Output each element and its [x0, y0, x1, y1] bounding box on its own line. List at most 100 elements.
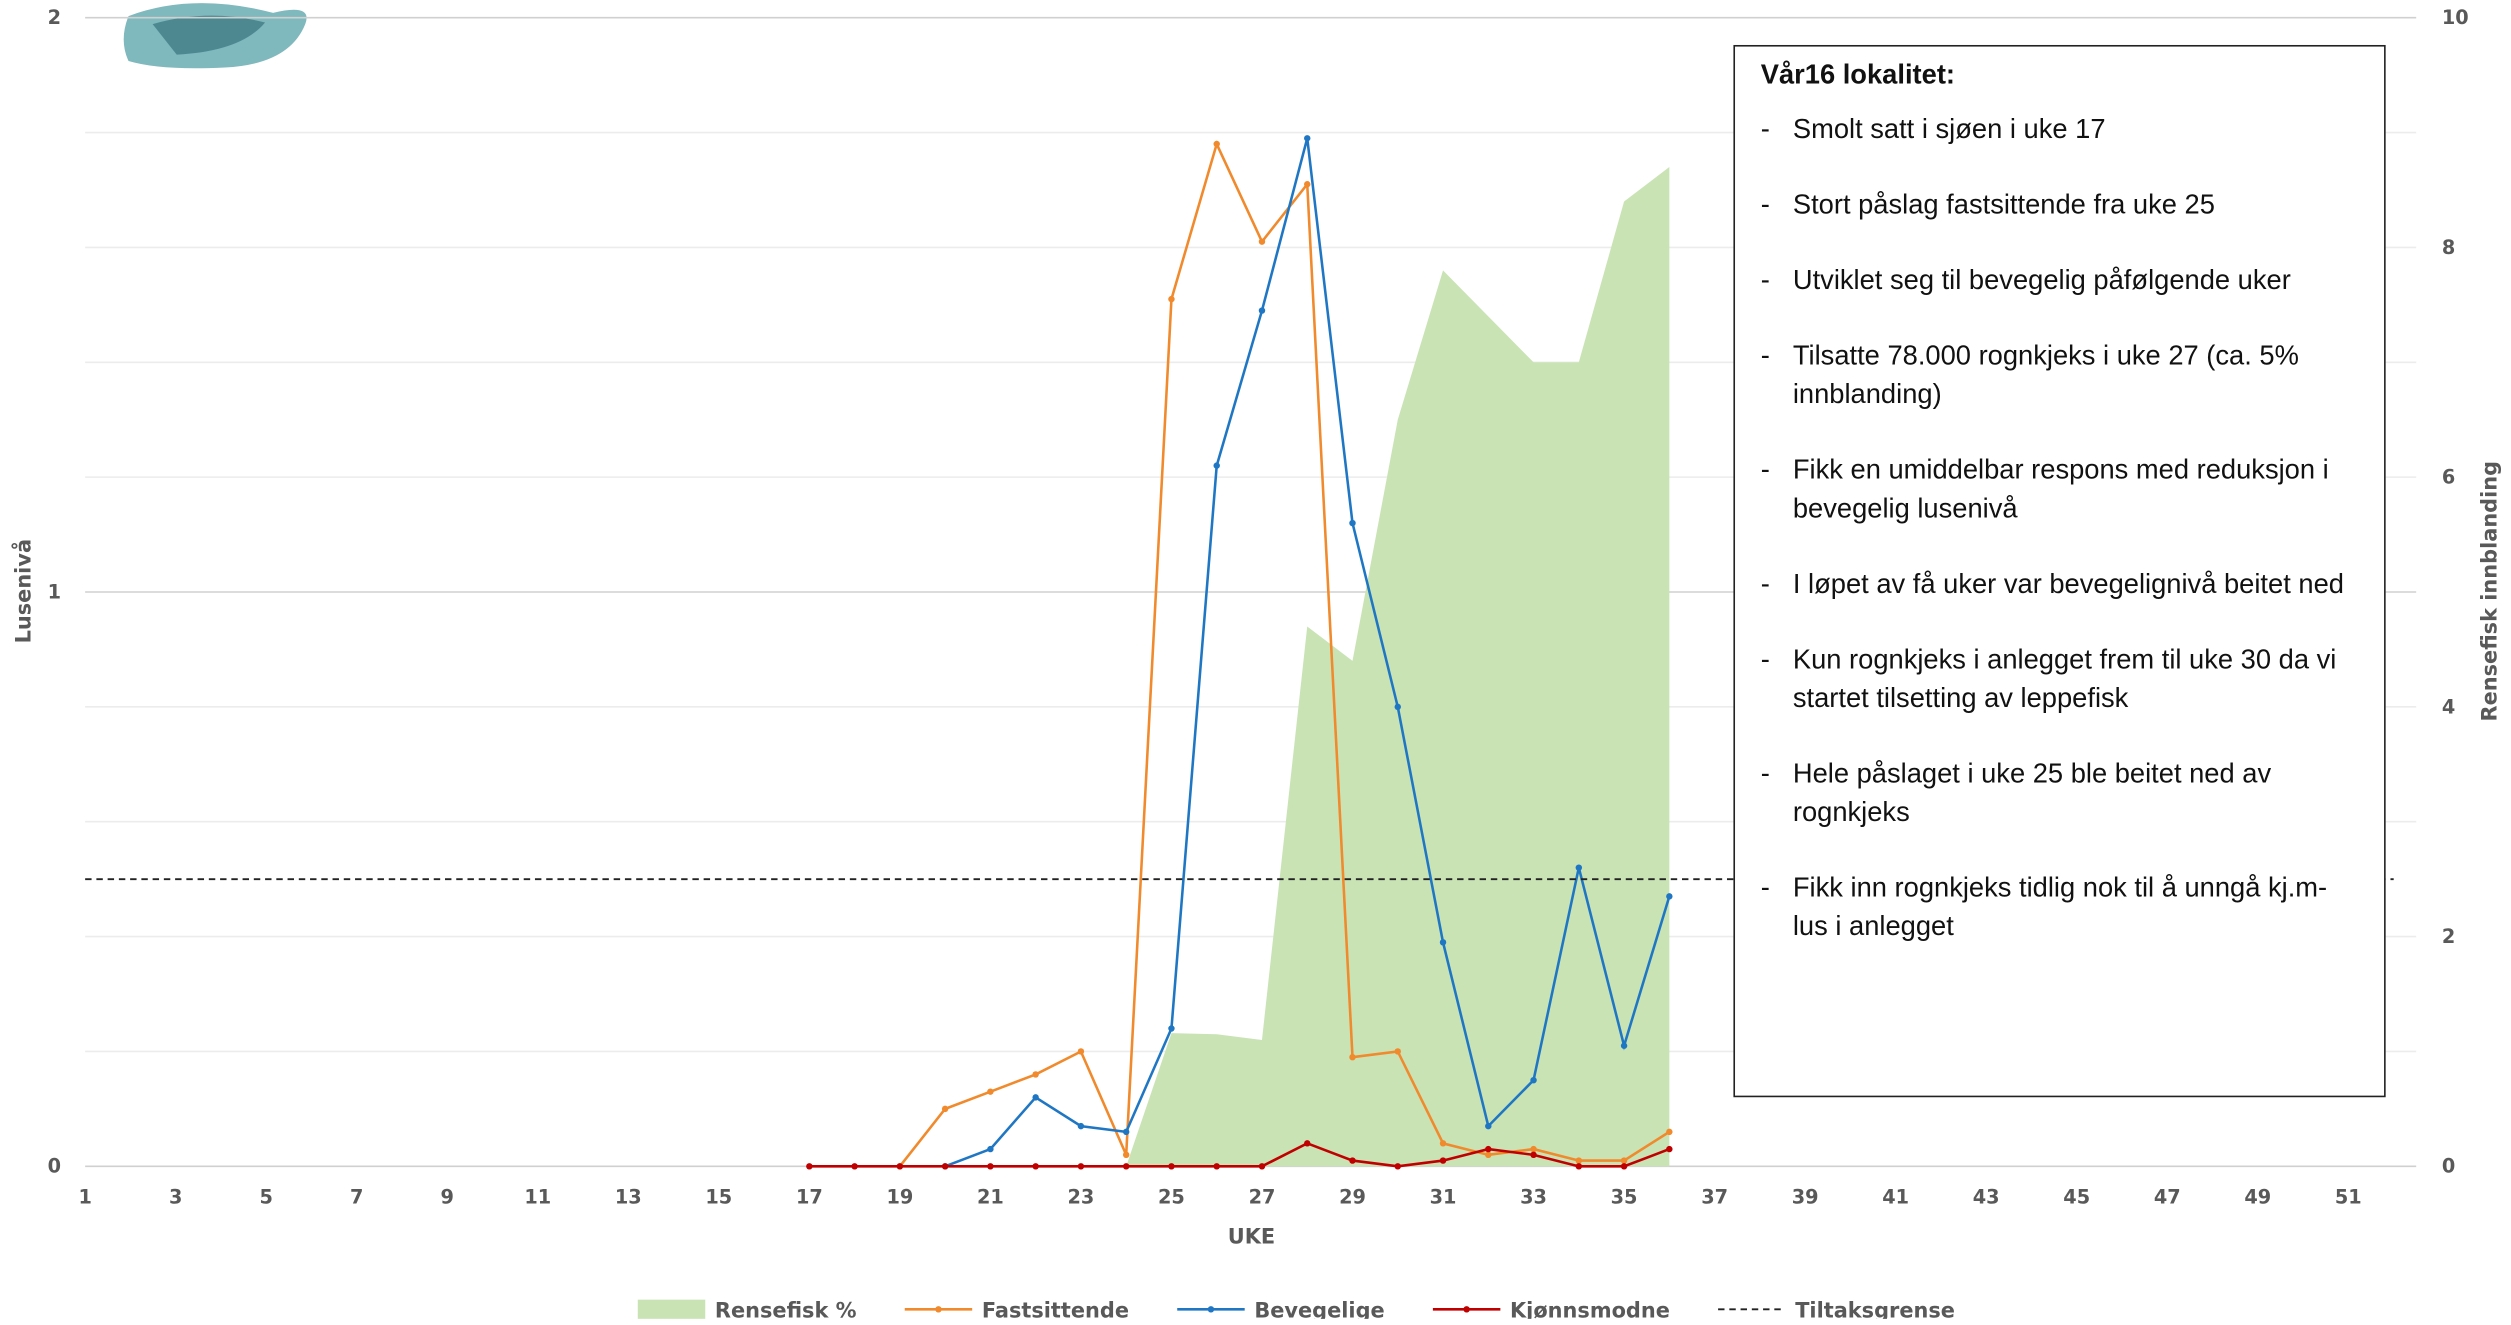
legend-swatch: [637, 1299, 706, 1319]
y2-tick-label: 4: [2442, 695, 2455, 718]
point: [1349, 1157, 1356, 1164]
y2-axis-label: Rensefisk innblanding: [2478, 461, 2502, 722]
legend-swatch: [1207, 1306, 1215, 1313]
point: [1620, 1042, 1628, 1049]
y-axis-label: Lusenivå: [11, 539, 36, 643]
point: [1439, 1157, 1447, 1164]
point: [1213, 140, 1220, 148]
x-tick-label: 39: [1792, 1185, 1819, 1208]
x-tick-label: 15: [705, 1185, 732, 1208]
note-title: Vår16 lokalitet:: [1760, 59, 1956, 90]
note-item: Utviklet seg til bevegelig påfølgende uk…: [1761, 262, 2359, 301]
x-tick-label: 35: [1611, 1185, 1638, 1208]
note-item: Stort påslag fastsittende fra uke 25: [1761, 186, 2359, 225]
point: [1394, 703, 1401, 711]
y-tick-label: 0: [48, 1155, 61, 1178]
point: [1394, 1048, 1401, 1055]
x-tick-label: 45: [2063, 1185, 2090, 1208]
point: [1530, 1076, 1537, 1084]
y2-tick-label: 8: [2442, 236, 2455, 259]
point: [1077, 1048, 1085, 1055]
point: [1575, 864, 1583, 871]
note-item: Tilsatte 78.000 rognkjeks i uke 27 (ca. …: [1761, 337, 2359, 414]
x-tick-label: 49: [2244, 1185, 2271, 1208]
legend-label: Bevegelige: [1254, 1298, 1384, 1319]
point: [1304, 135, 1311, 142]
y-tick-label: 1: [48, 580, 61, 603]
note-item: Fikk inn rognkjeks tidlig nok til å unng…: [1761, 869, 2359, 946]
point: [1077, 1163, 1085, 1170]
legend-label: Kjønnsmodne: [1510, 1298, 1670, 1319]
point: [987, 1088, 994, 1095]
point: [1349, 1053, 1356, 1061]
x-tick-label: 29: [1339, 1185, 1366, 1208]
point: [1530, 1151, 1537, 1159]
point: [1666, 1145, 1673, 1153]
point: [1485, 1145, 1492, 1153]
x-tick-label: 43: [1973, 1185, 2000, 1208]
point: [851, 1163, 858, 1170]
note-list: Smolt satt i sjøen i uke 17 Stort påslag …: [1761, 111, 2359, 946]
x-tick-label: 9: [441, 1185, 454, 1208]
legend-label: Rensefisk %: [715, 1298, 857, 1319]
point: [1032, 1163, 1039, 1170]
area: [1126, 166, 1670, 1167]
point: [1620, 1157, 1628, 1164]
x-tick-label: 47: [2154, 1185, 2181, 1208]
point: [1213, 462, 1220, 469]
x-tick-label: 51: [2335, 1185, 2362, 1208]
point: [1122, 1163, 1130, 1170]
point: [1349, 519, 1356, 527]
point: [896, 1163, 904, 1170]
x-axis-label: UKE: [1228, 1224, 1275, 1248]
point: [1439, 1140, 1447, 1147]
point: [1168, 1163, 1175, 1170]
point: [1575, 1157, 1583, 1164]
point: [1620, 1163, 1628, 1170]
x-tick-label: 21: [977, 1185, 1004, 1208]
note-item: Kun rognkjeks i anlegget frem til uke 30…: [1761, 641, 2359, 718]
y2-tick-label: 0: [2442, 1155, 2455, 1178]
x-tick-label: 1: [78, 1185, 91, 1208]
legend: Rensefisk % Fastsittende Bevegelige Kjønnsm…: [637, 1298, 1955, 1322]
y2-tick-label: 2: [2442, 925, 2455, 948]
point: [1122, 1151, 1130, 1159]
note-item: I løpet av få uker var bevegelignivå bei…: [1761, 565, 2359, 604]
note-item: Smolt satt i sjøen i uke 17: [1761, 111, 2359, 150]
point: [1258, 1163, 1266, 1170]
legend-swatch: [935, 1306, 942, 1313]
y-tick-label: 2: [48, 6, 61, 29]
x-tick-label: 3: [169, 1185, 182, 1208]
point: [806, 1163, 813, 1170]
x-tick-label: 27: [1249, 1185, 1276, 1208]
point: [1168, 295, 1175, 303]
x-tick-label: 31: [1430, 1185, 1457, 1208]
note-box: Vår16 lokalitet: Smolt satt i sjøen i uk…: [1733, 44, 2386, 1098]
point: [1304, 181, 1311, 188]
x-tick-label: 5: [259, 1185, 272, 1208]
point: [987, 1145, 994, 1153]
x-tick-label: 7: [350, 1185, 363, 1208]
y2-tick-label: 6: [2442, 466, 2455, 489]
point: [1258, 238, 1266, 245]
line: [898, 140, 1671, 1168]
x-tick-label: 33: [1520, 1185, 1547, 1208]
note-item: Fikk en umiddelbar respons med reduksjon…: [1761, 451, 2359, 528]
point: [1575, 1163, 1583, 1170]
point: [1485, 1122, 1492, 1130]
x-tick-label: 37: [1701, 1185, 1728, 1208]
x-tick-label: 19: [886, 1185, 913, 1208]
point: [1213, 1163, 1220, 1170]
point: [1666, 893, 1673, 900]
point: [1077, 1122, 1085, 1130]
legend-label: Fastsittende: [982, 1298, 1129, 1319]
point: [1122, 1128, 1130, 1136]
point: [1258, 307, 1266, 314]
point: [1530, 1145, 1537, 1153]
point: [1032, 1071, 1039, 1078]
point: [1032, 1094, 1039, 1101]
x-tick-label: 17: [796, 1185, 823, 1208]
x-tick-label: 11: [524, 1185, 551, 1208]
legend-swatch: [1463, 1306, 1470, 1313]
